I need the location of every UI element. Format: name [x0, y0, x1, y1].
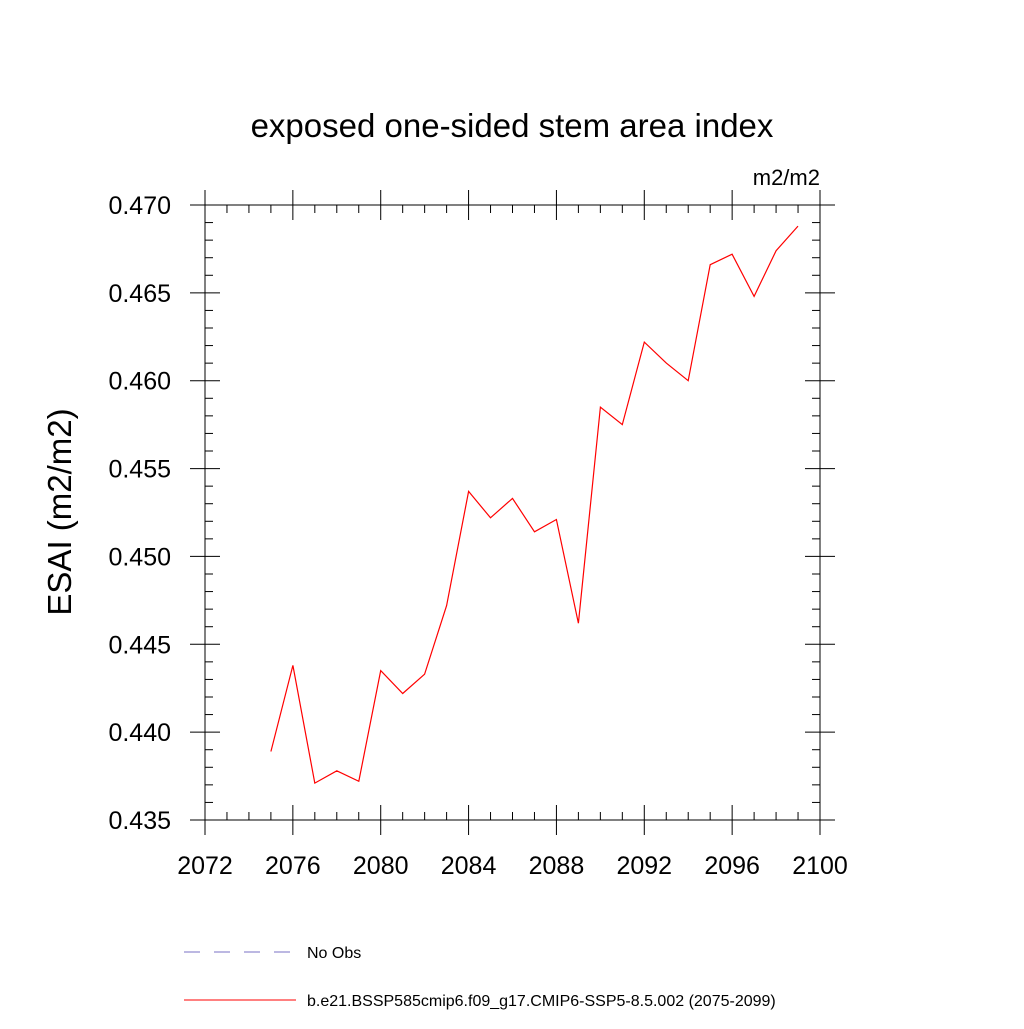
- y-tick-label: 0.460: [108, 368, 171, 396]
- chart-title: exposed one-sided stem area index: [251, 107, 774, 144]
- x-tick-label: 2076: [265, 852, 321, 880]
- units-label: m2/m2: [753, 165, 820, 190]
- x-tick-label: 2096: [704, 852, 760, 880]
- y-tick-label: 0.435: [108, 807, 171, 835]
- y-axis-label: ESAI (m2/m2): [41, 408, 78, 615]
- y-tick-label: 0.455: [108, 456, 171, 484]
- y-tick-label: 0.445: [108, 631, 171, 659]
- x-tick-label: 2088: [529, 852, 585, 880]
- x-tick-label: 2080: [353, 852, 409, 880]
- y-tick-label: 0.465: [108, 280, 171, 308]
- x-tick-label: 2100: [792, 852, 848, 880]
- plot-frame: [204, 204, 821, 821]
- series-line-0: [270, 225, 799, 785]
- y-tick-label: 0.470: [108, 192, 171, 220]
- x-tick-label: 2084: [441, 852, 497, 880]
- plot-area: 2072 2076 2080 2084 2088 2092 2096 2100 0.435 0.4…: [108, 190, 848, 880]
- legend: No Obs b.e21.BSSP585cmip6.f09_g17.CMIP6-…: [184, 945, 776, 1010]
- x-tick-label: 2072: [177, 852, 233, 880]
- y-tick-label: 0.450: [108, 543, 171, 571]
- x-tick-label: 2092: [616, 852, 672, 880]
- legend-label-no-obs: No Obs: [307, 945, 361, 962]
- y-tick-label: 0.440: [108, 719, 171, 747]
- legend-label-model-run: b.e21.BSSP585cmip6.f09_g17.CMIP6-SSP5-8.…: [307, 993, 776, 1010]
